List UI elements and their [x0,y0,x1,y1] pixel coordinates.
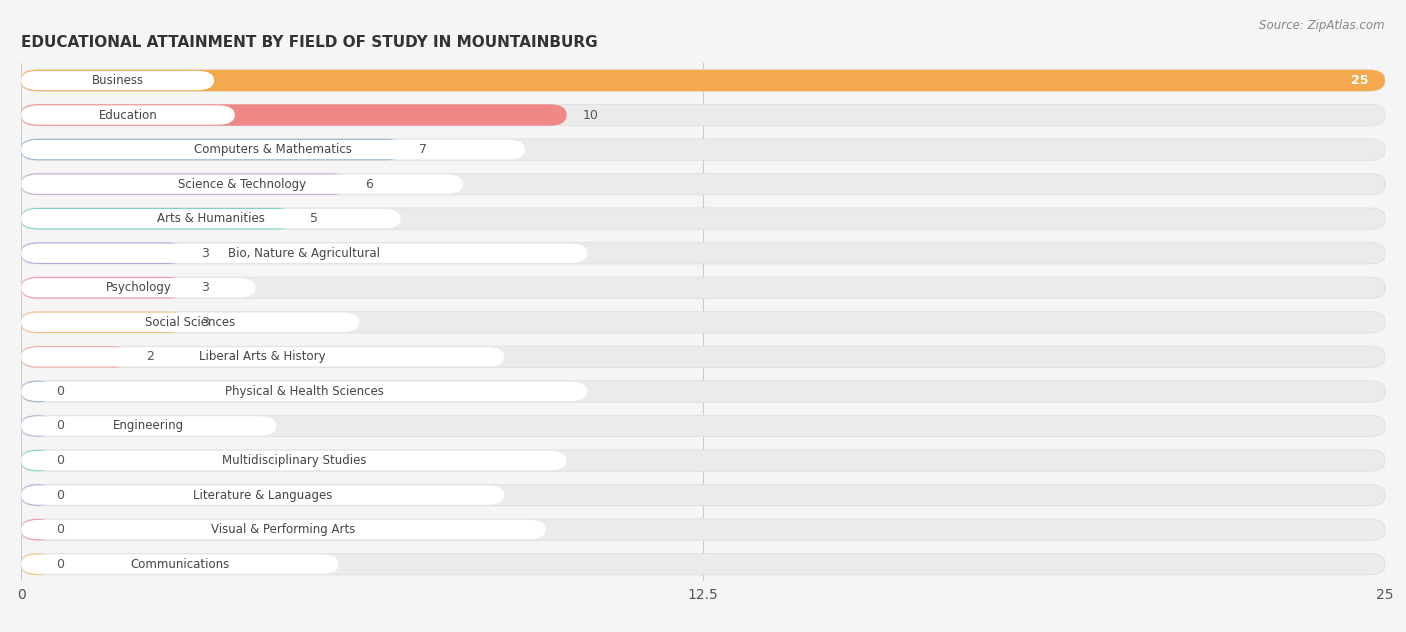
FancyBboxPatch shape [21,519,53,540]
FancyBboxPatch shape [21,243,588,263]
FancyBboxPatch shape [21,104,567,126]
FancyBboxPatch shape [21,70,1385,91]
FancyBboxPatch shape [21,243,184,264]
Text: Psychology: Psychology [105,281,172,295]
Text: Source: ZipAtlas.com: Source: ZipAtlas.com [1260,19,1385,32]
FancyBboxPatch shape [21,70,1385,91]
FancyBboxPatch shape [21,277,1385,298]
Text: Bio, Nature & Agricultural: Bio, Nature & Agricultural [228,246,380,260]
FancyBboxPatch shape [21,208,1385,229]
Text: Business: Business [91,74,143,87]
FancyBboxPatch shape [21,243,1385,264]
Text: 0: 0 [56,557,65,571]
FancyBboxPatch shape [21,484,1385,506]
FancyBboxPatch shape [21,71,214,90]
Text: 25: 25 [1351,74,1368,87]
FancyBboxPatch shape [21,346,131,368]
FancyBboxPatch shape [21,450,1385,471]
FancyBboxPatch shape [21,484,53,506]
FancyBboxPatch shape [21,140,526,159]
FancyBboxPatch shape [21,554,53,575]
FancyBboxPatch shape [21,106,235,125]
Text: Physical & Health Sciences: Physical & Health Sciences [225,385,384,398]
FancyBboxPatch shape [21,173,349,195]
Text: 5: 5 [311,212,318,225]
FancyBboxPatch shape [21,347,505,367]
FancyBboxPatch shape [21,139,404,161]
Text: Communications: Communications [131,557,229,571]
FancyBboxPatch shape [21,416,277,435]
Text: EDUCATIONAL ATTAINMENT BY FIELD OF STUDY IN MOUNTAINBURG: EDUCATIONAL ATTAINMENT BY FIELD OF STUDY… [21,35,598,49]
Text: 0: 0 [56,385,65,398]
FancyBboxPatch shape [21,520,546,539]
FancyBboxPatch shape [21,312,1385,333]
FancyBboxPatch shape [21,485,505,505]
FancyBboxPatch shape [21,346,1385,368]
FancyBboxPatch shape [21,519,1385,540]
Text: Liberal Arts & History: Liberal Arts & History [200,350,326,363]
Text: Social Sciences: Social Sciences [145,316,235,329]
FancyBboxPatch shape [21,208,294,229]
FancyBboxPatch shape [21,277,184,298]
FancyBboxPatch shape [21,313,360,332]
Text: Science & Technology: Science & Technology [179,178,307,191]
FancyBboxPatch shape [21,139,1385,161]
Text: Engineering: Engineering [112,420,184,432]
FancyBboxPatch shape [21,415,1385,437]
Text: Computers & Mathematics: Computers & Mathematics [194,143,352,156]
FancyBboxPatch shape [21,209,401,228]
Text: 10: 10 [583,109,599,121]
Text: Visual & Performing Arts: Visual & Performing Arts [211,523,356,536]
Text: Arts & Humanities: Arts & Humanities [157,212,264,225]
Text: Multidisciplinary Studies: Multidisciplinary Studies [222,454,366,467]
FancyBboxPatch shape [21,380,53,402]
FancyBboxPatch shape [21,451,567,470]
Text: 6: 6 [364,178,373,191]
Text: 0: 0 [56,489,65,502]
FancyBboxPatch shape [21,554,339,574]
Text: Education: Education [98,109,157,121]
FancyBboxPatch shape [21,174,463,194]
Text: 3: 3 [201,246,209,260]
FancyBboxPatch shape [21,173,1385,195]
Text: 2: 2 [146,350,155,363]
Text: 0: 0 [56,454,65,467]
Text: 0: 0 [56,420,65,432]
Text: 0: 0 [56,523,65,536]
FancyBboxPatch shape [21,278,256,298]
Text: 3: 3 [201,316,209,329]
Text: 7: 7 [419,143,427,156]
Text: Literature & Languages: Literature & Languages [193,489,332,502]
FancyBboxPatch shape [21,415,53,437]
FancyBboxPatch shape [21,382,588,401]
FancyBboxPatch shape [21,554,1385,575]
FancyBboxPatch shape [21,380,1385,402]
FancyBboxPatch shape [21,312,184,333]
FancyBboxPatch shape [21,450,53,471]
Text: 3: 3 [201,281,209,295]
FancyBboxPatch shape [21,104,1385,126]
